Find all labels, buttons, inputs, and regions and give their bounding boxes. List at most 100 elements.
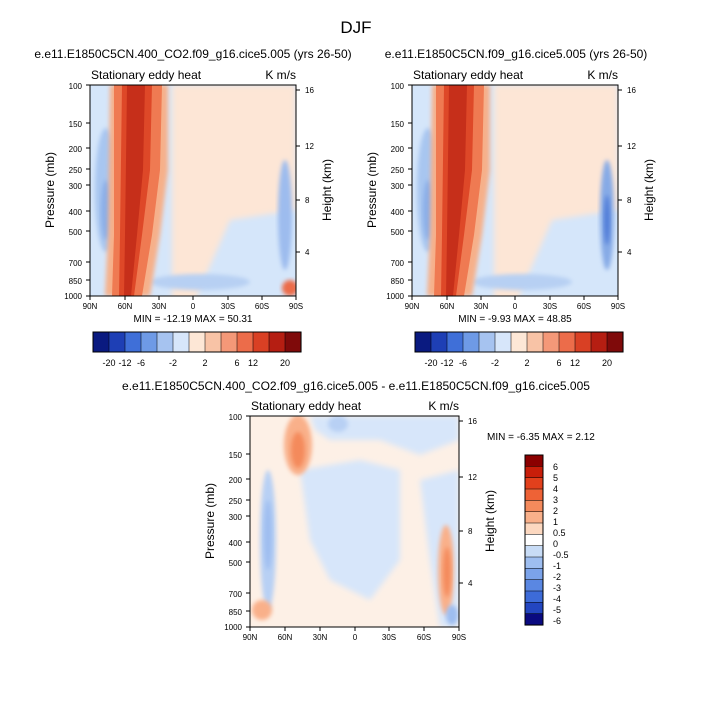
- height-tick: 16: [627, 86, 636, 95]
- panel-3-ylabel: Pressure (mb): [203, 483, 217, 559]
- colorbar-cell: [524, 545, 544, 558]
- lat-tick: 60S: [255, 302, 269, 311]
- colorbar-label: -6: [459, 358, 467, 368]
- colorbar-label: 6: [234, 358, 239, 368]
- colorbar-cell: [524, 488, 544, 501]
- negative-blob-east-surface: [446, 605, 458, 625]
- colorbar-cell: [172, 331, 190, 353]
- lat-tick: 60S: [577, 302, 591, 311]
- panel-1-ylabel-right: Height (km): [320, 159, 334, 221]
- colorbar-label: -2: [553, 572, 561, 582]
- lat-tick: 30N: [313, 633, 328, 642]
- pressure-tick: 150: [69, 120, 83, 129]
- pressure-tick: 250: [229, 497, 243, 506]
- colorbar-label: -4: [553, 594, 561, 604]
- panel-1-colorbar: -20 -12 -6 -2 2 6 12 20: [92, 331, 302, 368]
- positive-blob-surface: [252, 600, 272, 620]
- colorbar-labels: 6 5 4 3 2 1 0.5 0 -0.5 -1 -2 -3 -4 -5 -6: [553, 462, 569, 626]
- pressure-tick: 200: [229, 476, 243, 485]
- height-tick: 16: [305, 86, 314, 95]
- lat-tick: 30N: [474, 302, 489, 311]
- height-tick: 8: [468, 527, 473, 536]
- colorbar-cell: [494, 331, 512, 353]
- colorbar-cell: [542, 331, 560, 353]
- pressure-tick: 500: [69, 228, 83, 237]
- colorbar-cell: [524, 477, 544, 490]
- pressure-tick: 150: [391, 120, 405, 129]
- panel-1: e.e11.E1850C5CN.400_CO2.f09_g16.cice5.00…: [34, 47, 351, 368]
- lat-tick: 30N: [152, 302, 167, 311]
- colorbar-cell: [524, 466, 544, 479]
- pressure-tick: 400: [69, 208, 83, 217]
- colorbar-cell: [462, 331, 480, 353]
- lat-tick: 60N: [118, 302, 133, 311]
- colorbar-cell: [606, 331, 624, 353]
- lat-tick: 30S: [221, 302, 235, 311]
- pressure-tick: 850: [391, 277, 405, 286]
- pressure-tick: 1000: [224, 623, 242, 632]
- colorbar-label: 20: [602, 358, 612, 368]
- colorbar-cell: [268, 331, 286, 353]
- colorbar-cell: [574, 331, 592, 353]
- pressure-tick: 700: [391, 259, 405, 268]
- height-tick: 12: [468, 473, 477, 482]
- colorbar-label: -5: [553, 605, 561, 615]
- pressure-tick: 700: [229, 590, 243, 599]
- panel-3-colorbar: 6 5 4 3 2 1 0.5 0 -0.5 -1 -2 -3 -4 -5 -6: [524, 454, 569, 626]
- positive-region: [172, 85, 296, 296]
- colorbar-cell: [204, 331, 222, 353]
- colorbar-cell: [92, 331, 110, 353]
- pressure-tick: 1000: [386, 292, 404, 301]
- negative-region-middle: [300, 460, 400, 600]
- negative-blob-lower: [150, 274, 250, 290]
- panel-2-bottom-axis: 90N 60N 30N 0 30S 60S 90S: [405, 296, 625, 311]
- colorbar-cell: [156, 331, 174, 353]
- pressure-tick: 850: [69, 277, 83, 286]
- pressure-tick: 100: [69, 82, 83, 91]
- panel-1-right-axis: 16 12 8 4 Height (km): [296, 86, 334, 257]
- jet-band-peak: [124, 85, 145, 296]
- negative-blob-east: [278, 160, 292, 270]
- colorbar-label: -20: [102, 358, 115, 368]
- colorbar-cell: [590, 331, 608, 353]
- negative-blob-top: [328, 416, 348, 432]
- panel-2-title: e.e11.E1850C5CN.f09_g16.cice5.005 (yrs 2…: [385, 47, 648, 61]
- pressure-tick: 850: [229, 608, 243, 617]
- colorbar-label: 12: [248, 358, 258, 368]
- lat-tick: 0: [191, 302, 196, 311]
- colorbar-label: -0.5: [553, 550, 569, 560]
- colorbar-cell: [446, 331, 464, 353]
- colorbar-label: 2: [553, 506, 558, 516]
- page-title: DJF: [340, 18, 371, 37]
- colorbar-label: -6: [137, 358, 145, 368]
- colorbar-label: 6: [553, 462, 558, 472]
- panel-1-field: [90, 85, 296, 296]
- positive-region: [494, 85, 618, 296]
- panel-3-bottom-axis: 90N 60N 30N 0 30S 60S 90S: [243, 627, 466, 642]
- colorbar-cell: [414, 331, 432, 353]
- panel-2: e.e11.E1850C5CN.f09_g16.cice5.005 (yrs 2…: [365, 47, 656, 368]
- colorbar-label: -20: [424, 358, 437, 368]
- panel-3-units: K m/s: [428, 399, 459, 413]
- lat-tick: 90N: [405, 302, 420, 311]
- pressure-tick: 100: [391, 82, 405, 91]
- lat-tick: 90S: [289, 302, 303, 311]
- colorbar-cell: [558, 331, 576, 353]
- height-tick: 4: [305, 248, 310, 257]
- positive-blob-jet-core: [291, 432, 305, 468]
- colorbar-cell: [524, 500, 544, 513]
- lat-tick: 90S: [452, 633, 466, 642]
- colorbar-cell: [124, 331, 142, 353]
- panel-1-units: K m/s: [265, 68, 296, 82]
- colorbar-cell: [524, 534, 544, 547]
- panel-2-subtitle: Stationary eddy heat: [413, 68, 524, 82]
- panel-1-ylabel: Pressure (mb): [43, 152, 57, 228]
- panel-3-ylabel-right: Height (km): [483, 490, 497, 552]
- colorbar-cell: [524, 454, 544, 467]
- panel-1-subtitle: Stationary eddy heat: [91, 68, 202, 82]
- height-tick: 4: [468, 579, 473, 588]
- pressure-tick: 300: [229, 513, 243, 522]
- colorbar-label: 20: [280, 358, 290, 368]
- panel-2-left-axis: 100 150 200 250 300 400 500 700 850 1000…: [365, 82, 412, 301]
